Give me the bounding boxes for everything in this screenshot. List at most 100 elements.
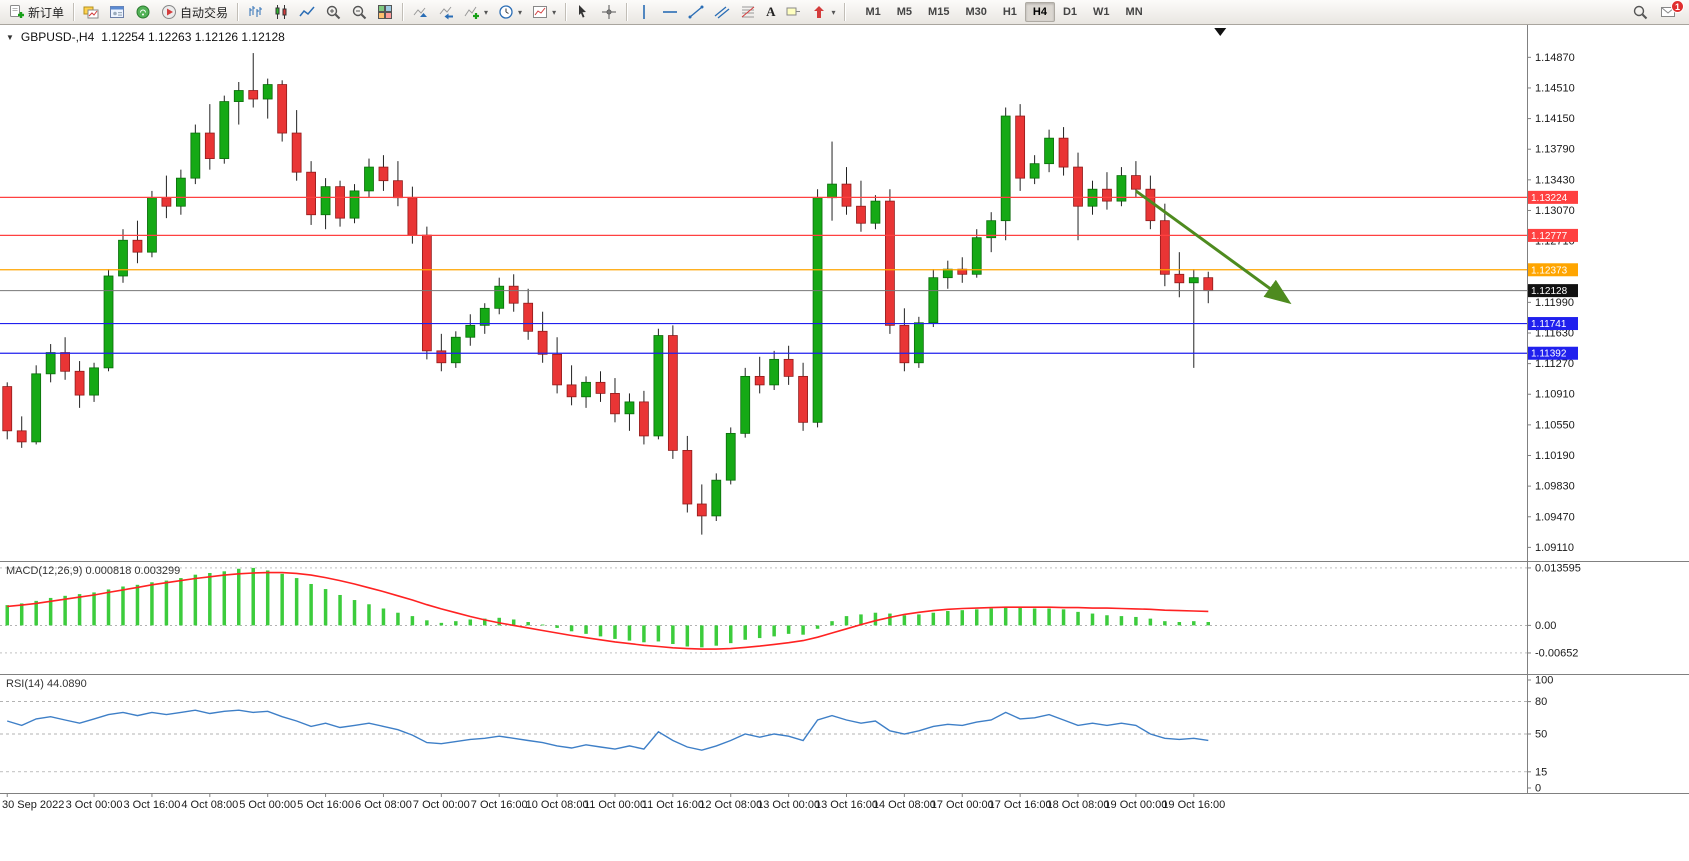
cursor-button[interactable] bbox=[570, 1, 596, 23]
price-tick-label: 1.13790 bbox=[1535, 144, 1575, 156]
price-tick-label: 1.11990 bbox=[1535, 297, 1574, 309]
text-label-button[interactable] bbox=[780, 1, 806, 23]
time-tick-label: 7 Oct 16:00 bbox=[471, 799, 528, 811]
price-pane: 1.14870 1.14510 1.14150 1.13790 1.13430 1.130… bbox=[0, 25, 1689, 561]
macd-axis[interactable]: 0.013595 0.00 -0.00652 bbox=[1527, 562, 1581, 659]
price-tick-label: 1.14150 bbox=[1535, 113, 1575, 125]
candles-icon bbox=[273, 4, 289, 20]
time-tick-label: 6 Oct 08:00 bbox=[355, 799, 412, 811]
chart-dropdown-icon[interactable]: ▼ bbox=[6, 32, 14, 42]
price-tag-label: 1.12373 bbox=[1531, 265, 1568, 276]
toolbar-separator bbox=[626, 3, 628, 21]
auto-scroll-button[interactable] bbox=[407, 1, 433, 23]
price-tick-label: 1.14510 bbox=[1535, 82, 1575, 94]
template-icon bbox=[532, 4, 548, 20]
vertical-line-button[interactable] bbox=[631, 1, 657, 23]
timeframe-d1-button[interactable]: D1 bbox=[1062, 6, 1078, 18]
tile-windows-button[interactable] bbox=[372, 1, 398, 23]
chart-shift-button[interactable] bbox=[433, 1, 459, 23]
price-chart-canvas[interactable]: 1.14870 1.14510 1.14150 1.13790 1.13430 1.130… bbox=[0, 25, 1689, 561]
time-tick-label: 7 Oct 00:00 bbox=[413, 799, 470, 811]
bar-chart-button[interactable] bbox=[242, 1, 268, 23]
price-tick-label: 1.10910 bbox=[1535, 389, 1575, 401]
macd-pane: 0.013595 0.00 -0.00652 MACD(12,26,9) 0.000… bbox=[0, 562, 1689, 674]
new-order-button[interactable]: 新订单 bbox=[4, 1, 69, 23]
autotrading-button[interactable]: 自动交易 bbox=[156, 1, 233, 23]
timeframe-w1-button[interactable]: W1 bbox=[1093, 6, 1110, 18]
time-axis[interactable]: 30 Sep 2022 3 Oct 00:00 3 Oct 16:00 4 Oct 0… bbox=[0, 793, 1689, 815]
arrows-button[interactable]: ▾ bbox=[806, 1, 840, 23]
zoom-out-button[interactable] bbox=[346, 1, 372, 23]
price-tag: 1.12373 bbox=[1528, 263, 1578, 277]
line-chart-button[interactable] bbox=[294, 1, 320, 23]
rsi-axis[interactable]: 100 80 50 15 0 bbox=[1527, 675, 1553, 793]
price-tag-label: 1.12128 bbox=[1531, 286, 1568, 297]
time-tick-label: 5 Oct 16:00 bbox=[297, 799, 354, 811]
rsi-pane: 100 80 50 15 0 RSI(14) 44.0890 bbox=[0, 675, 1689, 793]
clock-icon bbox=[498, 4, 514, 20]
macd-tick-label: -0.00652 bbox=[1535, 647, 1578, 659]
timeframe-m15-button[interactable]: M15 bbox=[928, 6, 950, 18]
indicators-button[interactable]: ▾ bbox=[459, 1, 493, 23]
fibonacci-button[interactable] bbox=[735, 1, 761, 23]
pane-divider[interactable] bbox=[0, 561, 1689, 562]
macd-histogram bbox=[5, 567, 1211, 648]
rsi-chart-canvas[interactable]: 100 80 50 15 0 bbox=[0, 675, 1689, 793]
timeframe-h4-button[interactable]: H4 bbox=[1024, 2, 1055, 22]
macd-tick-label: 0.00 bbox=[1535, 620, 1556, 632]
price-tick-label: 1.11270 bbox=[1535, 358, 1574, 370]
channel-button[interactable] bbox=[709, 1, 735, 23]
bars-icon bbox=[247, 4, 263, 20]
price-tag-label: 1.11392 bbox=[1531, 349, 1567, 360]
price-tag: 1.11392 bbox=[1528, 346, 1578, 360]
candlestick-chart-button[interactable] bbox=[268, 1, 294, 23]
timeframe-m30-button[interactable]: M30 bbox=[965, 6, 987, 18]
zoom-in-button[interactable] bbox=[320, 1, 346, 23]
periods-button[interactable]: ▾ bbox=[493, 1, 527, 23]
profiles-button[interactable] bbox=[104, 1, 130, 23]
timeframe-mn-button[interactable]: MN bbox=[1125, 6, 1143, 18]
price-axis[interactable]: 1.14870 1.14510 1.14150 1.13790 1.13430 1.130… bbox=[1527, 52, 1575, 554]
time-tick-label: 12 Oct 08:00 bbox=[699, 799, 762, 811]
dropdown-arrow-icon: ▾ bbox=[484, 7, 489, 17]
chart-shift-marker[interactable] bbox=[1214, 28, 1227, 36]
text-button-label: A bbox=[766, 4, 776, 19]
price-tick-label: 1.13430 bbox=[1535, 174, 1575, 186]
terminal-button[interactable] bbox=[130, 1, 156, 23]
zoom-out-icon bbox=[351, 4, 367, 20]
timeframe-m1-button[interactable]: M1 bbox=[865, 6, 881, 18]
text-button[interactable]: A bbox=[761, 1, 780, 23]
vline-icon bbox=[636, 4, 652, 20]
tile-icon bbox=[377, 4, 393, 20]
pane-divider[interactable] bbox=[0, 674, 1689, 675]
price-tick-label: 1.13070 bbox=[1535, 205, 1575, 217]
crosshair-button[interactable] bbox=[596, 1, 622, 23]
search-button[interactable] bbox=[1627, 1, 1653, 23]
charts-gallery-button[interactable] bbox=[78, 1, 104, 23]
timeframe-m5-button[interactable]: M5 bbox=[896, 6, 913, 18]
toolbar-separator bbox=[237, 3, 239, 21]
trendline-button[interactable] bbox=[683, 1, 709, 23]
trend-arrow[interactable] bbox=[1135, 189, 1292, 305]
rsi-line bbox=[6, 709, 1209, 751]
price-tick-label: 1.09830 bbox=[1535, 481, 1575, 493]
timeframe-h1-button[interactable]: H1 bbox=[1002, 6, 1017, 18]
fibonacci-icon bbox=[740, 4, 756, 20]
rsi-tick-label: 80 bbox=[1535, 696, 1547, 708]
cursor-icon bbox=[575, 4, 591, 20]
crosshair-icon bbox=[601, 4, 617, 20]
arrows-icon bbox=[811, 4, 827, 20]
indicator-icon bbox=[464, 4, 480, 20]
horizontal-line-button[interactable] bbox=[657, 1, 683, 23]
macd-chart-canvas[interactable]: 0.013595 0.00 -0.00652 bbox=[0, 562, 1689, 674]
timeframe-toolbar: M1 M5 M15 M30 H1 H4 D1 W1 MN bbox=[857, 2, 1150, 22]
label-icon bbox=[785, 4, 801, 20]
chart-window: 1.14870 1.14510 1.14150 1.13790 1.13430 1.130… bbox=[0, 25, 1689, 861]
alerts-button[interactable]: 1 bbox=[1655, 0, 1684, 23]
templates-button[interactable]: ▾ bbox=[527, 1, 561, 23]
price-tag: 1.13224 bbox=[1528, 190, 1578, 204]
price-tag-label: 1.12777 bbox=[1531, 231, 1568, 242]
gallery-icon bbox=[83, 4, 99, 20]
price-tag: 1.11741 bbox=[1528, 317, 1578, 331]
rsi-tick-label: 50 bbox=[1535, 729, 1547, 741]
